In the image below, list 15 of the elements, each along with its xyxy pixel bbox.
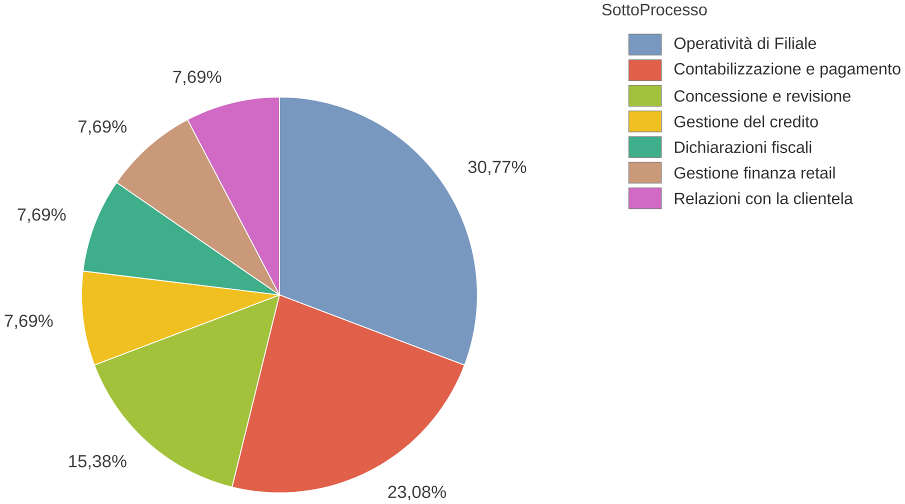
legend-label: Contabilizzazione e pagamento — [674, 62, 900, 78]
legend-label: Gestione del credito — [674, 115, 818, 128]
data-label: 7,69% — [78, 120, 126, 135]
data-label: 23,08% — [388, 486, 446, 500]
data-label: 30,77% — [468, 160, 526, 176]
data-label: 15,38% — [69, 454, 126, 470]
data-label: 7,69% — [18, 208, 66, 223]
legend-label: Operatività di Filiale — [674, 36, 816, 52]
legend-label: Concessione e revisione — [674, 90, 850, 102]
data-label: 7,69% — [173, 70, 222, 86]
legend-label: Gestione finanza retail — [674, 166, 835, 179]
legend-label: Dichiarazioni fiscali — [674, 141, 812, 154]
legend-label: Relazioni con la clientela — [674, 192, 854, 204]
legend-title: SottoProcesso — [602, 4, 707, 16]
data-label: 7,69% — [4, 314, 53, 330]
